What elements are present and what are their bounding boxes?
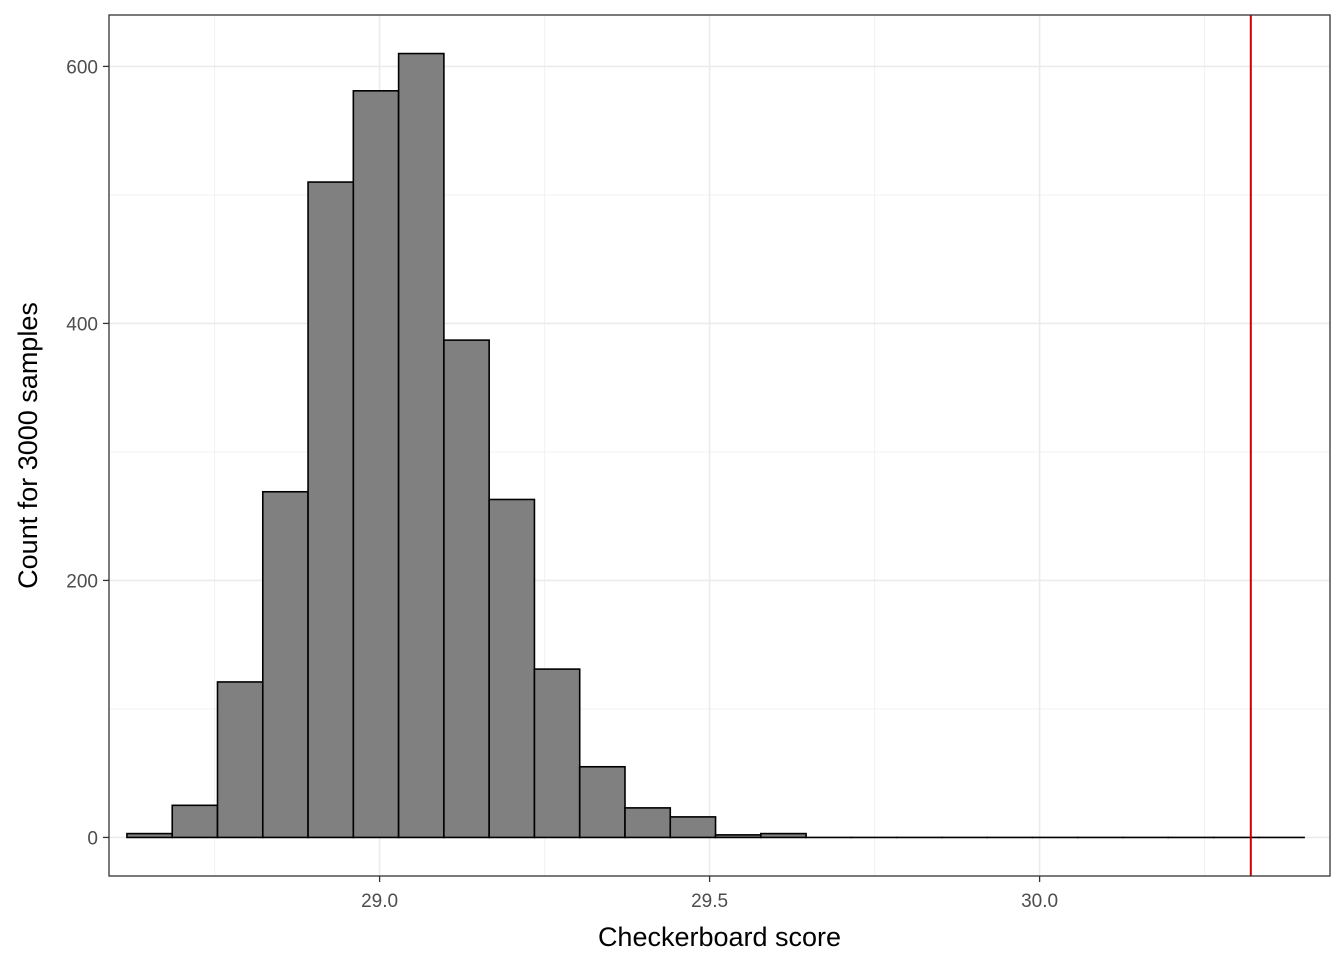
- histogram-bar: [714, 834, 762, 839]
- x-tick-label: 30.0: [1021, 891, 1058, 912]
- y-tick-label: 0: [87, 828, 98, 849]
- histogram-bar: [669, 816, 717, 839]
- panel-border: [108, 14, 1331, 877]
- histogram-bar: [352, 90, 400, 839]
- x-tick-label: 29.0: [361, 891, 398, 912]
- histogram-bar: [397, 52, 445, 839]
- y-axis-title: Count for 3000 samples: [13, 302, 43, 589]
- x-tick-label: 29.5: [691, 891, 728, 912]
- histogram-bar: [171, 804, 219, 839]
- ticks-layer: 29.0 29.5 30.0 0 200 400 600: [66, 57, 1058, 912]
- histogram-bar: [624, 807, 672, 839]
- bars-layer: [126, 52, 1305, 839]
- histogram-bar: [760, 832, 807, 839]
- y-tick-label: 200: [66, 571, 98, 592]
- histogram-bar: [307, 181, 355, 839]
- y-tick-label: 600: [66, 57, 98, 78]
- histogram-bar: [443, 339, 490, 839]
- histogram-bar: [261, 490, 309, 839]
- histogram-bar: [578, 765, 626, 839]
- histogram-bar: [533, 668, 581, 839]
- histogram-bar: [488, 498, 536, 839]
- y-tick-label: 400: [66, 314, 98, 335]
- x-axis-title: Checkerboard score: [598, 922, 841, 952]
- histogram-bar: [126, 832, 174, 839]
- histogram-bar: [216, 681, 264, 839]
